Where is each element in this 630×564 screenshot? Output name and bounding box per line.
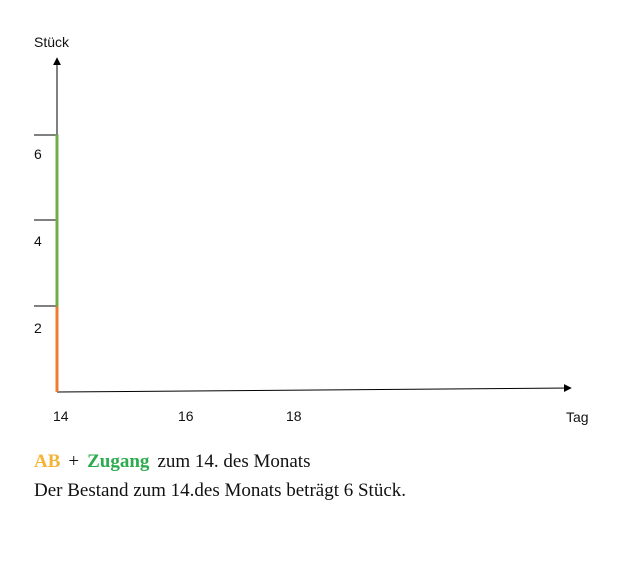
y-tick-label-4: 4 (34, 233, 42, 249)
y-tick-label-2: 2 (34, 320, 42, 336)
caption-line-1: AB + Zugang zum 14. des Monats (34, 451, 310, 473)
y-tick-label-6: 6 (34, 146, 42, 162)
stock-chart: Stück Tag 2 4 6 14 16 18 (34, 34, 589, 425)
x-tick-label-16: 16 (178, 408, 194, 424)
y-axis-label: Stück (34, 34, 70, 50)
caption-zugang: Zugang (87, 451, 150, 472)
caption-line-2: Der Bestand zum 14.des Monats beträgt 6 … (34, 480, 407, 501)
x-axis-label: Tag (566, 409, 589, 425)
caption-plus: + (68, 451, 80, 472)
caption-ab: AB (34, 451, 61, 472)
x-tick-label-18: 18 (286, 408, 302, 424)
x-tick-label-14: 14 (53, 408, 69, 424)
caption-rest: zum 14. des Monats (157, 451, 311, 472)
x-axis (56, 384, 572, 393)
